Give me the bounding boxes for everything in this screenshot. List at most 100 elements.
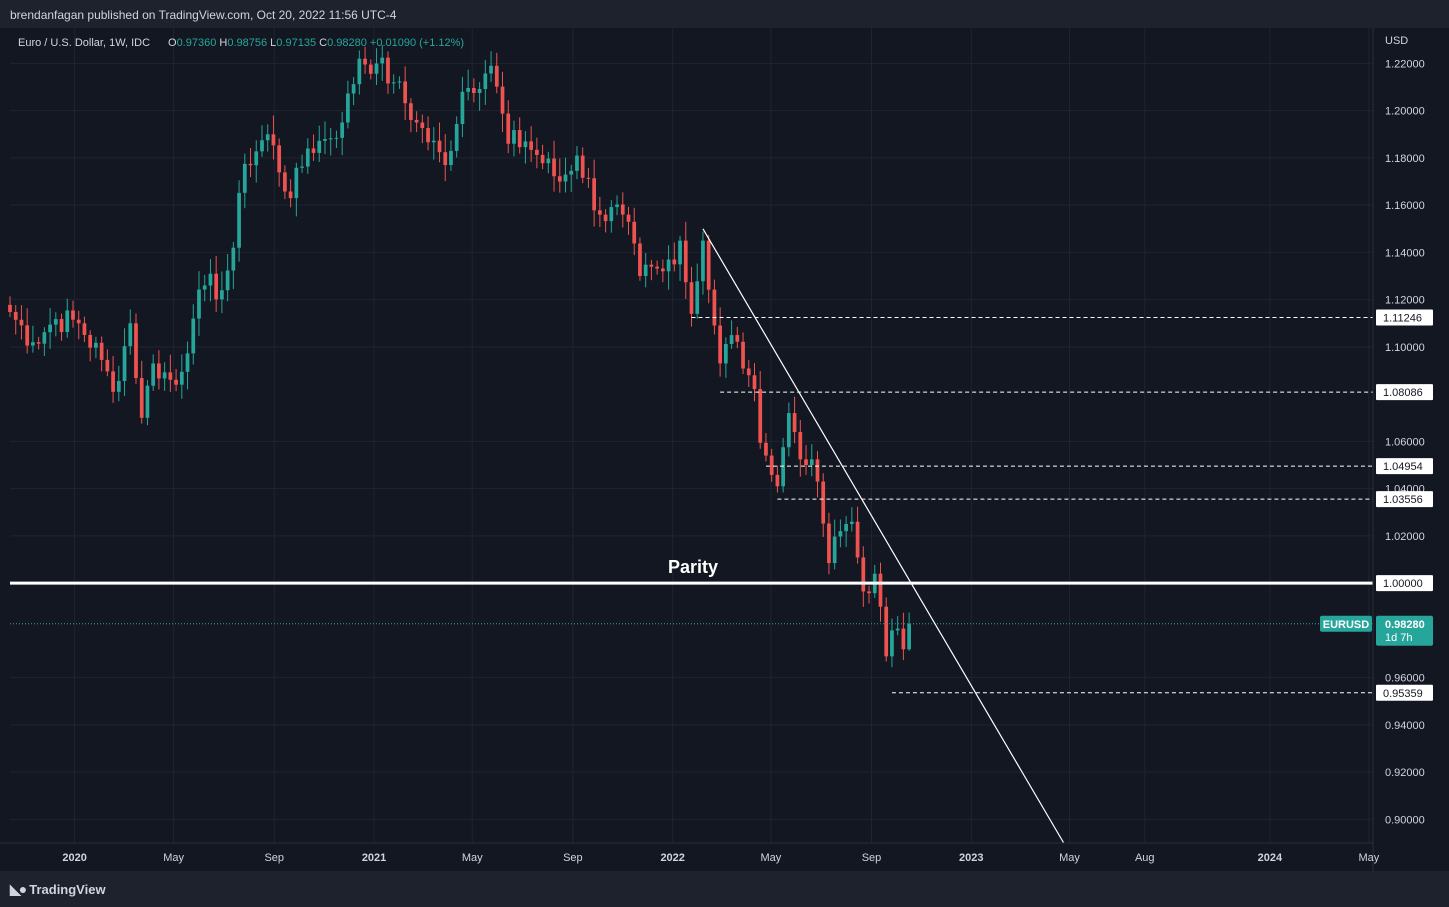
- candle-body: [724, 344, 728, 364]
- candle-body: [145, 385, 150, 418]
- candle-body: [386, 57, 390, 84]
- symbol-tag: [1320, 615, 1372, 632]
- price-tick-label: 1.06000: [1385, 436, 1425, 448]
- price-tick-label: 0.94000: [1385, 720, 1425, 732]
- candle-body: [798, 432, 803, 460]
- candle-body: [460, 91, 465, 125]
- price-tick-label: 1.02000: [1385, 531, 1425, 543]
- candle-body: [832, 536, 837, 564]
- time-tick-label: May: [760, 852, 781, 864]
- candle-body: [701, 240, 705, 282]
- candle-body: [661, 268, 665, 272]
- candle-body: [174, 379, 178, 385]
- candle-body: [334, 137, 339, 139]
- candle-body: [76, 319, 81, 324]
- candle-body: [71, 310, 75, 320]
- price-tick-label: 0.90000: [1385, 814, 1425, 826]
- candle-body: [729, 335, 734, 345]
- price-axis[interactable]: 1.22000 1.20000 1.18000 1.16000 1.14000 1.120…: [1385, 58, 1425, 826]
- candle-body: [695, 281, 700, 314]
- level-price-tag: [1376, 684, 1433, 701]
- candle-body: [615, 204, 619, 208]
- candle-body: [88, 334, 93, 348]
- candle-body: [151, 363, 156, 386]
- candle-body: [271, 134, 276, 146]
- time-tick-label: Aug: [1135, 852, 1155, 864]
- candle-body: [311, 148, 316, 153]
- candle-body: [431, 140, 436, 143]
- parity-label: Parity: [668, 557, 718, 577]
- time-tick-label: 2022: [660, 852, 684, 864]
- candle-body: [603, 214, 608, 222]
- candle-body: [380, 57, 385, 64]
- candle-body: [878, 573, 883, 607]
- candle-body: [718, 325, 722, 364]
- candle-body: [821, 481, 826, 524]
- candle-body: [907, 623, 911, 650]
- grid: [10, 28, 1373, 843]
- price-tick-label: 1.14000: [1385, 247, 1425, 259]
- candle-body: [861, 557, 866, 592]
- candle-body: [323, 139, 327, 141]
- candle-body: [208, 273, 213, 286]
- candle-body: [867, 591, 871, 594]
- last-price-tag: [1376, 615, 1433, 646]
- candle-body: [838, 531, 843, 537]
- candle-body: [809, 459, 814, 466]
- candle-body: [598, 210, 602, 215]
- candle-body: [288, 191, 293, 199]
- candle-body: [649, 264, 654, 267]
- time-tick-label: 2023: [959, 852, 983, 864]
- candle-body: [317, 140, 322, 153]
- level-price-label: 1.03556: [1383, 494, 1423, 506]
- price-tick-label: 0.92000: [1385, 767, 1425, 779]
- level-price-label: 1.11246: [1383, 312, 1422, 324]
- candle-body: [191, 318, 196, 354]
- candle-body: [214, 273, 219, 300]
- level-price-label: 0.95359: [1383, 688, 1423, 700]
- candle-body: [712, 289, 717, 326]
- candle-body: [111, 371, 115, 392]
- candle-body: [786, 413, 791, 448]
- parity-price-label: 1.00000: [1383, 578, 1423, 590]
- price-tick-label: 1.18000: [1385, 153, 1425, 165]
- candle-body: [472, 87, 476, 94]
- candle-body: [305, 148, 310, 167]
- candle-body: [13, 311, 18, 320]
- level-price-tag: [1376, 309, 1433, 326]
- candle-body: [643, 264, 648, 277]
- candle-body: [706, 240, 711, 290]
- price-tick-label: 1.16000: [1385, 200, 1425, 212]
- candle-body: [758, 389, 763, 443]
- candle-body: [25, 325, 30, 346]
- candle-body: [351, 84, 356, 94]
- candle-body: [220, 290, 224, 300]
- candle-body: [746, 368, 751, 376]
- time-axis[interactable]: 2020 May Sep 2021 May Sep 2022 May Sep 2023 May Aug…: [62, 852, 1379, 864]
- tradingview-logo-text: TradingView: [29, 882, 106, 897]
- candle-body: [185, 353, 190, 372]
- price-chart[interactable]: Parity 1.22000 1.20000 1.18000 1.16000 1.140…: [0, 28, 1449, 871]
- candle-body: [283, 172, 287, 192]
- candle-body: [764, 442, 768, 456]
- candle-body: [437, 140, 442, 153]
- candle-body: [122, 346, 127, 381]
- candle-body: [8, 304, 12, 312]
- candle-body: [672, 259, 677, 265]
- parity-price-tag: [1376, 575, 1433, 592]
- candle-body: [48, 324, 52, 333]
- tradingview-logo[interactable]: ◣● TradingView: [10, 881, 106, 898]
- candle-body: [53, 319, 58, 325]
- candle-body: [901, 628, 906, 650]
- candle-body: [426, 128, 430, 143]
- candle-body: [500, 86, 505, 114]
- publisher-text: brendanfagan published on TradingView.co…: [10, 8, 397, 22]
- candle-body: [197, 289, 201, 319]
- candle-body: [300, 166, 304, 168]
- candle-body: [99, 342, 104, 360]
- time-tick-label: 2021: [362, 852, 386, 864]
- candle-body: [36, 342, 41, 344]
- legend-ohlc: O0.97360 H0.98756 L0.97135 C0.98280 +0.0…: [168, 37, 464, 49]
- candle-body: [815, 459, 820, 482]
- candle-body: [105, 359, 110, 372]
